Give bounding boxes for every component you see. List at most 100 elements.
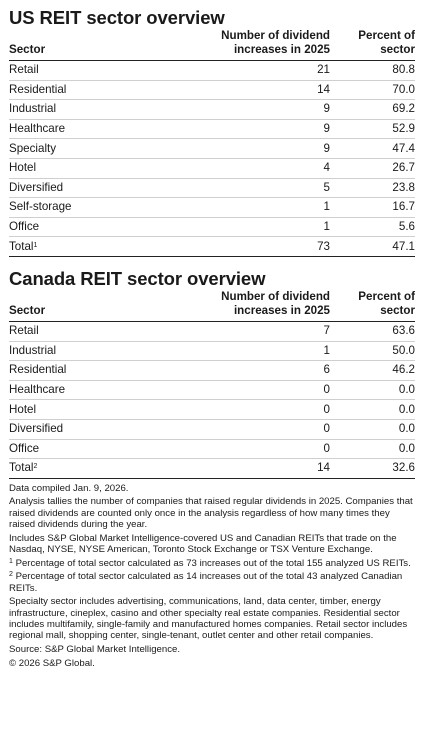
total-row: Total2 14 32.6 (9, 458, 415, 479)
cell-increases: 0 (190, 419, 330, 440)
canada-reit-table: Sector Number of dividend increases in 2… (9, 289, 415, 479)
total-label: Total (9, 239, 34, 253)
table-row: Industrial 9 69.2 (9, 99, 415, 120)
cell-increases: 1 (190, 197, 330, 218)
cell-sector: Residential (9, 80, 190, 101)
cell-percent: 0.0 (330, 399, 415, 420)
cell-increases: 73 (190, 236, 330, 257)
footnote-2-mark: 2 (9, 571, 13, 579)
cell-sector: Total2 (9, 458, 190, 479)
header-increases: Number of dividend increases in 2025 (190, 289, 330, 322)
cell-increases: 0 (190, 399, 330, 420)
cell-sector: Retail (9, 321, 190, 342)
note-footnote-1: 1 Percentage of total sector calculated … (9, 558, 415, 569)
table-row: Self-storage 1 16.7 (9, 197, 415, 218)
cell-percent: 16.7 (330, 197, 415, 218)
cell-sector: Office (9, 439, 190, 460)
table-row: Industrial 1 50.0 (9, 341, 415, 362)
cell-percent: 32.6 (330, 458, 415, 479)
cell-percent: 0.0 (330, 419, 415, 440)
header-percent-label: Percent of sector (358, 29, 415, 56)
cell-increases: 9 (190, 99, 330, 120)
cell-percent: 47.4 (330, 138, 415, 159)
cell-sector: Self-storage (9, 197, 190, 218)
header-sector: Sector (9, 29, 190, 61)
table-row: Healthcare 9 52.9 (9, 119, 415, 140)
header-increases-label: Number of dividend increases in 2025 (221, 289, 330, 317)
cell-sector: Office (9, 217, 190, 238)
cell-percent: 5.6 (330, 217, 415, 238)
cell-sector: Diversified (9, 419, 190, 440)
canada-table-title: Canada REIT sector overview (9, 267, 266, 289)
table-header-row: Sector Number of dividend increases in 2… (9, 29, 415, 61)
total-footnote-mark: 2 (33, 463, 38, 471)
cell-sector: Retail (9, 60, 190, 81)
table-header-row: Sector Number of dividend increases in 2… (9, 289, 415, 322)
footnote-1-text: Percentage of total sector calculated as… (12, 557, 411, 569)
cell-sector: Healthcare (9, 380, 190, 401)
cell-sector: Diversified (9, 178, 190, 199)
cell-sector: Hotel (9, 158, 190, 179)
cell-sector: Hotel (9, 399, 190, 420)
header-sector: Sector (9, 289, 190, 322)
footnote-2-text: Percentage of total sector calculated as… (9, 571, 403, 594)
cell-sector: Residential (9, 360, 190, 381)
cell-increases: 9 (190, 138, 330, 159)
header-percent: Percent of sector (330, 289, 415, 322)
cell-percent: 0.0 (330, 380, 415, 401)
table-row: Specialty 9 47.4 (9, 138, 415, 159)
cell-increases: 21 (190, 60, 330, 81)
table-row: Office 1 5.6 (9, 217, 415, 238)
note-footnote-2: 2 Percentage of total sector calculated … (9, 571, 415, 594)
table-row: Residential 14 70.0 (9, 80, 415, 101)
cell-increases: 1 (190, 217, 330, 238)
cell-sector: Total1 (9, 236, 190, 257)
cell-increases: 0 (190, 439, 330, 460)
total-row: Total1 73 47.1 (9, 236, 415, 257)
cell-percent: 26.7 (330, 158, 415, 179)
cell-percent: 46.2 (330, 360, 415, 381)
table-row: Hotel 4 26.7 (9, 158, 415, 179)
note-sectors: Specialty sector includes advertising, c… (9, 596, 408, 642)
canada-table-body: Retail 7 63.6 Industrial 1 50.0 Residential 6 46… (9, 321, 415, 479)
cell-increases: 6 (190, 360, 330, 381)
total-footnote-mark: 1 (33, 241, 38, 249)
cell-increases: 14 (190, 80, 330, 101)
cell-sector: Specialty (9, 138, 190, 159)
note-compiled: Data compiled Jan. 9, 2026. (9, 482, 129, 494)
cell-percent: 0.0 (330, 439, 415, 460)
us-reit-table: Sector Number of dividend increases in 2… (9, 29, 415, 257)
us-table-body: Retail 21 80.8 Residential 14 70.0 Industrial 9… (9, 60, 415, 257)
table-row: Office 0 0.0 (9, 439, 415, 460)
table-row: Residential 6 46.2 (9, 360, 415, 381)
cell-percent: 50.0 (330, 341, 415, 362)
cell-increases: 1 (190, 341, 330, 362)
header-percent-label: Percent of sector (358, 289, 415, 317)
us-table-title: US REIT sector overview (9, 7, 225, 28)
footnotes: Data compiled Jan. 9, 2026. Analysis tal… (9, 483, 415, 669)
footnote-1-mark: 1 (9, 557, 13, 565)
table-row: Hotel 0 0.0 (9, 399, 415, 420)
table-row: Diversified 0 0.0 (9, 419, 415, 440)
cell-percent: 47.1 (330, 236, 415, 257)
cell-percent: 80.8 (330, 60, 415, 81)
note-source: Source: S&P Global Market Intelligence. (9, 643, 181, 655)
cell-sector: Industrial (9, 99, 190, 120)
document: US REIT sector overview Sector Number of… (9, 7, 415, 669)
header-increases: Number of dividend increases in 2025 (190, 29, 330, 61)
note-analysis: Analysis tallies the number of companies… (9, 496, 413, 530)
header-percent: Percent of sector (330, 29, 415, 61)
cell-sector: Healthcare (9, 119, 190, 140)
cell-percent: 23.8 (330, 178, 415, 199)
table-row: Retail 7 63.6 (9, 321, 415, 342)
table-row: Retail 21 80.8 (9, 60, 415, 81)
cell-percent: 69.2 (330, 99, 415, 120)
cell-sector: Industrial (9, 341, 190, 362)
table-row: Diversified 5 23.8 (9, 178, 415, 199)
cell-increases: 4 (190, 158, 330, 179)
header-increases-label: Number of dividend increases in 2025 (221, 29, 330, 56)
cell-increases: 14 (190, 458, 330, 479)
table-row: Healthcare 0 0.0 (9, 380, 415, 401)
cell-percent: 70.0 (330, 80, 415, 101)
cell-increases: 9 (190, 119, 330, 140)
